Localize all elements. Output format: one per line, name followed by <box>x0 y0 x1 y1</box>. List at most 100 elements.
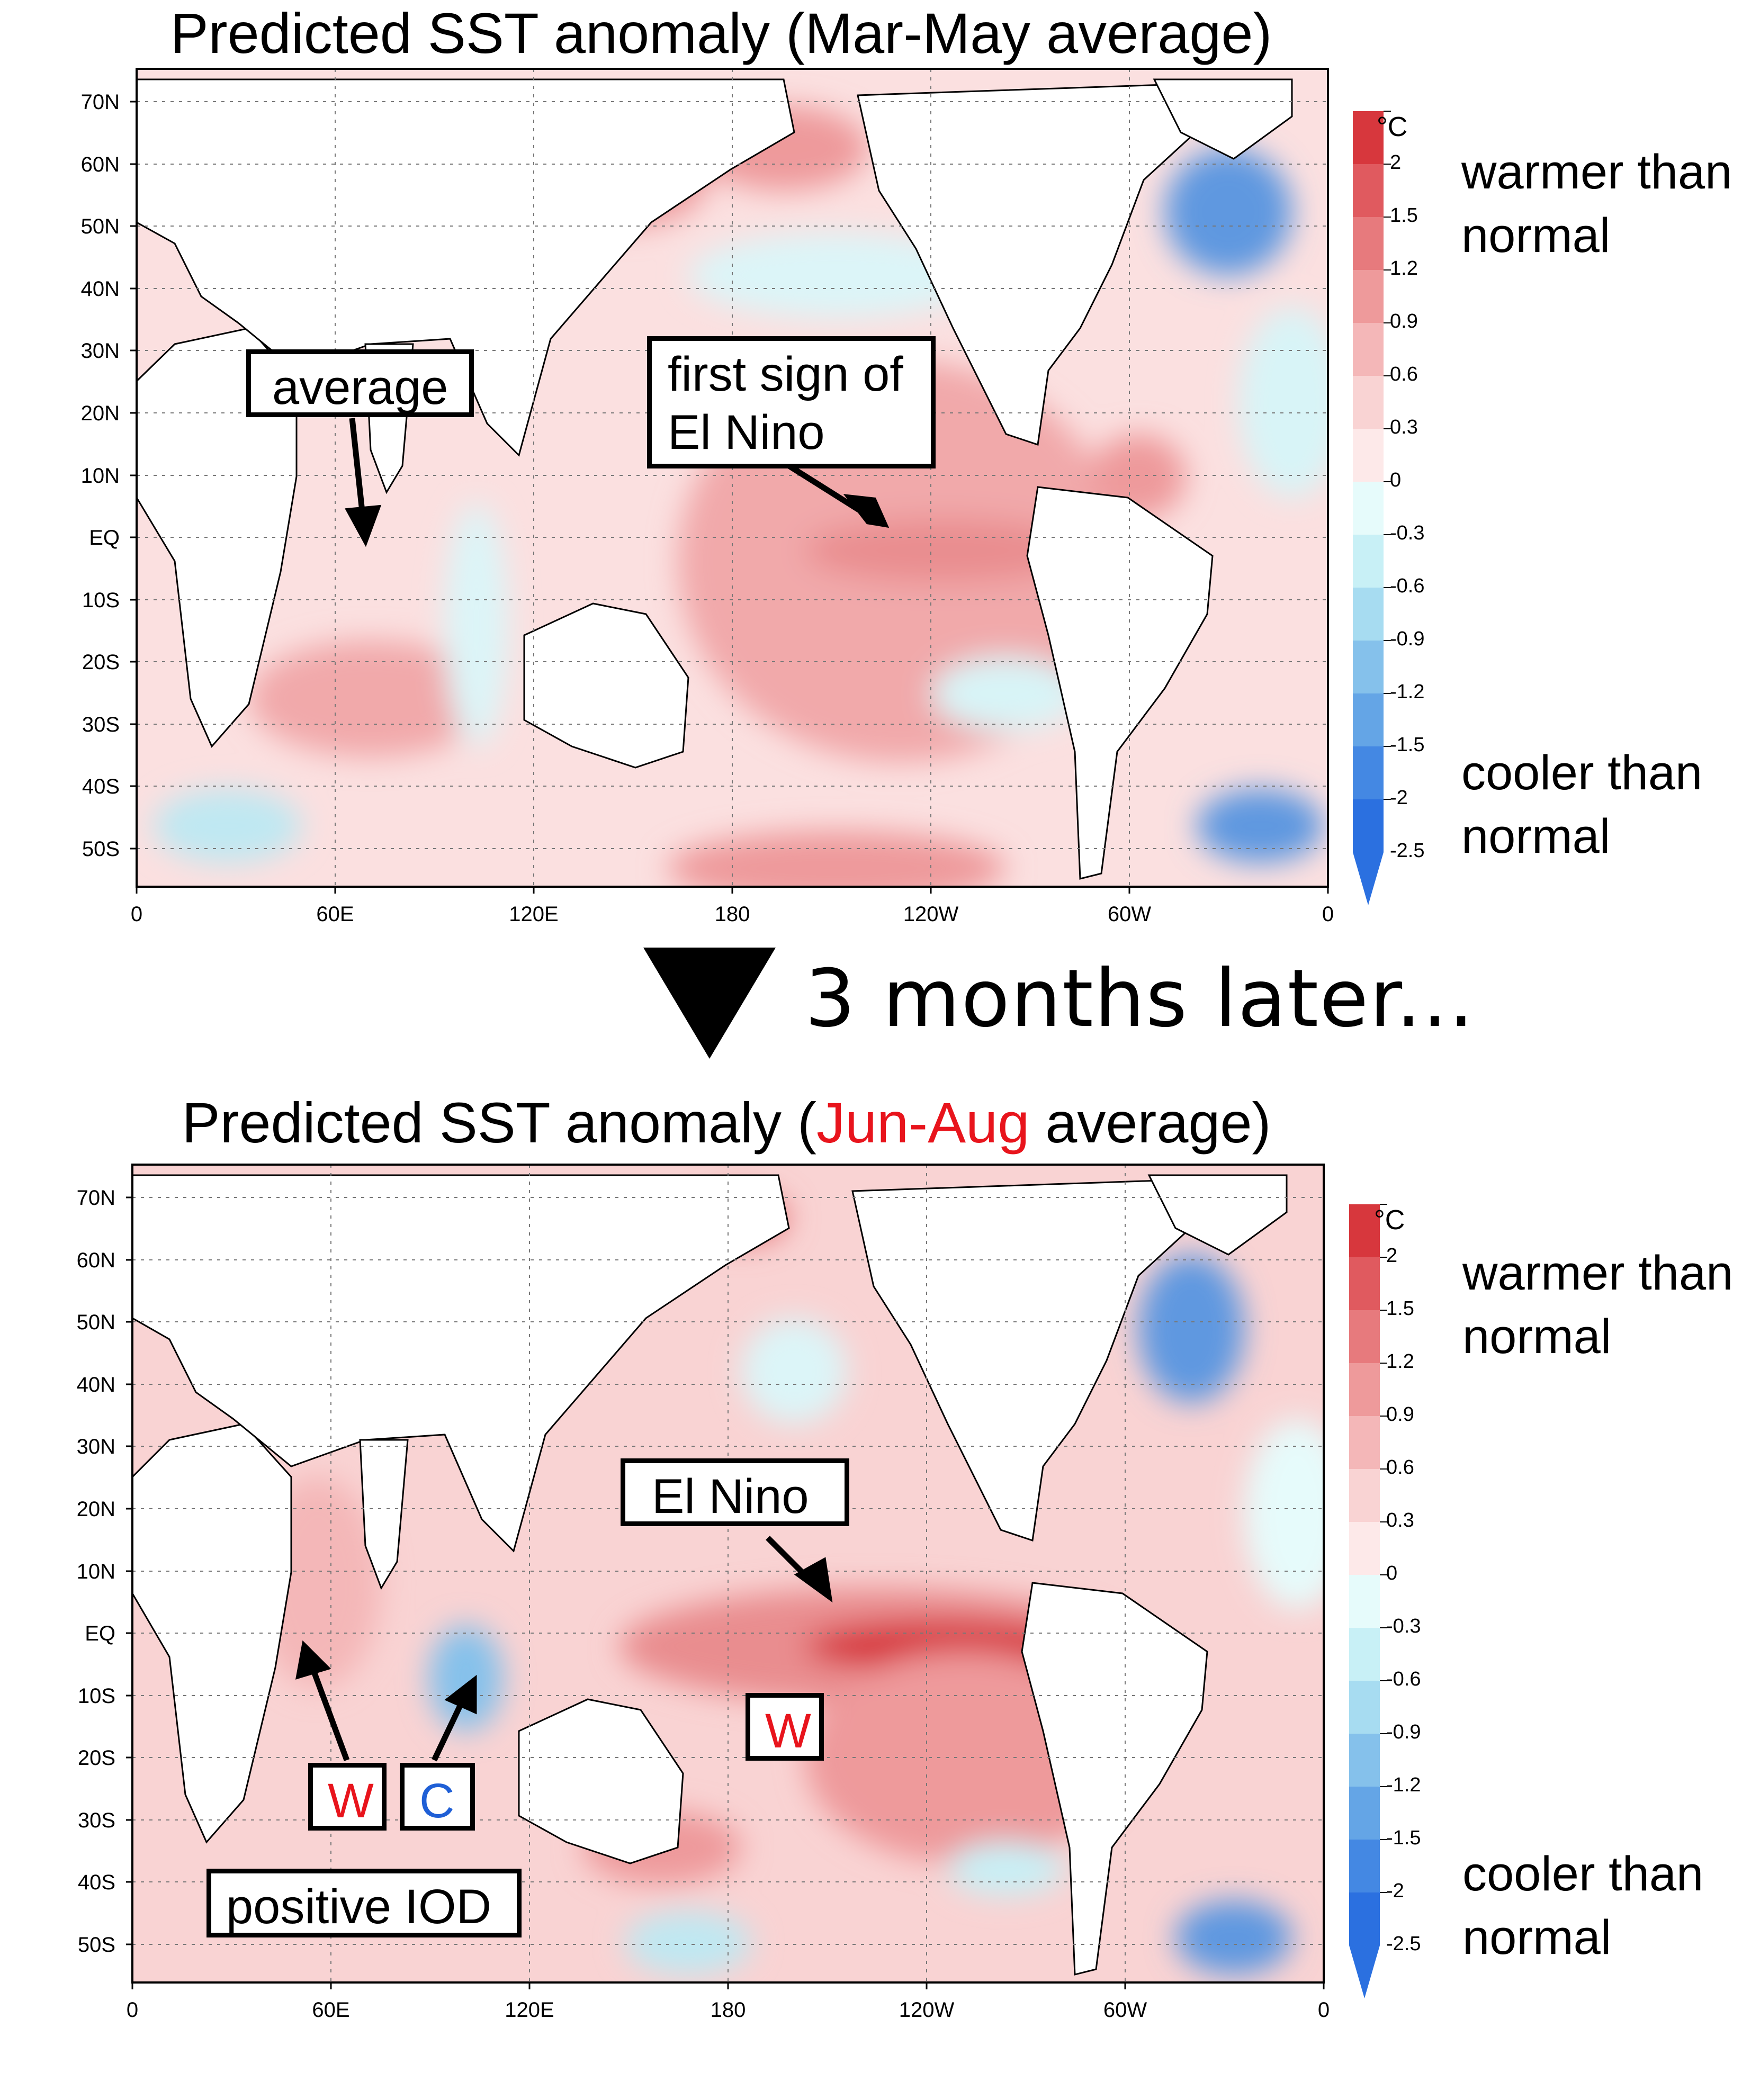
colorbar-swatch <box>1349 1787 1380 1840</box>
arrow-head <box>295 1640 331 1680</box>
lat-label: 40S <box>78 1871 115 1894</box>
panel-1-title-period: Mar-May <box>805 1 1031 65</box>
colorbar-swatch <box>1349 1257 1380 1310</box>
cool-label-1: cooler than normal <box>1461 741 1702 868</box>
lat-label: 50S <box>82 837 120 861</box>
colorbar-tick-label: -0.3 <box>1386 1615 1421 1637</box>
colorbar-tick-label: -2 <box>1386 1880 1404 1902</box>
lat-label: 70N <box>81 91 120 114</box>
cool-label-line1: cooler than <box>1461 746 1703 800</box>
lat-label: 30S <box>78 1809 115 1832</box>
colorbar-swatch <box>1349 1734 1380 1787</box>
colorbar-swatch <box>1353 164 1384 217</box>
colorbar-swatch <box>1349 1840 1380 1892</box>
lat-label: 30N <box>81 339 120 363</box>
colorbar-tick-label: -0.6 <box>1386 1668 1421 1690</box>
lon-label: 120W <box>899 1998 955 2022</box>
panel-2-title-prefix: Predicted SST anomaly ( <box>182 1090 816 1155</box>
label-first-sign-line1: first sign of <box>668 347 903 401</box>
colorbar-swatch <box>1353 429 1384 482</box>
label-el-nino: El Nino <box>621 1458 849 1526</box>
lat-label: 50N <box>77 1311 115 1334</box>
australia-shape <box>523 602 689 769</box>
lon-labels: 0 60E 120E 180 120W 60W 0 <box>127 1998 1330 2022</box>
lon-label: 120E <box>509 903 558 926</box>
warm-label-line1: warmer than <box>1462 1246 1734 1300</box>
colorbar-tick-label: -0.9 <box>1386 1721 1421 1743</box>
colorbar-tick-label: 1.5 <box>1390 204 1418 227</box>
colorbar-swatches <box>1353 111 1391 852</box>
colorbar-swatch <box>1353 482 1384 535</box>
annotation-arrows <box>295 1536 833 1762</box>
colorbar-tick-label: -0.9 <box>1390 628 1425 650</box>
lat-label: 10N <box>77 1560 115 1583</box>
continents <box>132 1174 1288 1976</box>
colorbar-swatches <box>1349 1204 1387 1945</box>
colorbar-swatch <box>1353 270 1384 323</box>
south-america-shape <box>1026 486 1214 880</box>
label-first-sign-line2: El Nino <box>668 405 825 459</box>
colorbar-swatch <box>1353 641 1384 693</box>
colorbar-swatch <box>1353 746 1384 799</box>
colorbar-tick-label: -2 <box>1390 787 1408 809</box>
arrow-head <box>444 1674 477 1715</box>
label-average: average <box>246 349 474 417</box>
colorbar-tick-label: -0.6 <box>1390 575 1425 597</box>
greenland-shape <box>1153 78 1293 160</box>
lon-label: 0 <box>131 903 142 926</box>
colorbar-tick-label: 0 <box>1386 1562 1398 1584</box>
arrow-head <box>794 1557 833 1603</box>
lon-label: 180 <box>715 903 750 926</box>
panel-2-title-period: Jun-Aug <box>816 1090 1030 1155</box>
colorbar-tick-label: -1.2 <box>1390 681 1425 703</box>
colorbar-swatch <box>1349 1416 1380 1469</box>
colorbar-swatch <box>1349 1204 1380 1257</box>
lat-label: 60N <box>81 153 120 176</box>
arrow-head <box>345 504 382 547</box>
label-c-indian-text: C <box>419 1774 455 1828</box>
colorbar-panel-1 <box>1353 111 1391 905</box>
warm-label-2: warmer than normal <box>1462 1241 1733 1368</box>
colorbar-tick-label: -2.5 <box>1386 1933 1421 1955</box>
label-c-indian: C <box>400 1763 475 1831</box>
colorbar-tick-label: 0.6 <box>1386 1456 1414 1479</box>
south-america-shape <box>1021 1582 1208 1976</box>
colorbar-swatch <box>1349 1892 1380 1945</box>
lon-label: 60E <box>316 903 354 926</box>
colorbar-swatch <box>1349 1363 1380 1416</box>
lat-label: 10S <box>82 589 120 612</box>
colorbar-tick-label: -1.5 <box>1386 1827 1421 1849</box>
colorbar-swatch <box>1353 535 1384 588</box>
colorbar-swatch <box>1353 693 1384 746</box>
colorbar-swatch <box>1349 1522 1380 1575</box>
lat-label: 20N <box>81 402 120 425</box>
lon-label: 60W <box>1103 1998 1147 2022</box>
lat-label: 40N <box>81 277 120 301</box>
lat-label: 20N <box>77 1498 115 1521</box>
colorbar-tick-label: 0.9 <box>1386 1403 1414 1426</box>
colorbar-bottom-cap <box>1349 1945 1380 1998</box>
greenland-shape <box>1147 1174 1288 1256</box>
lon-labels: 0 60E 120E 180 120W 60W 0 <box>131 903 1334 926</box>
lat-label: 10N <box>81 464 120 488</box>
lat-labels: 70N 60N 50N 40N 30N 20N 10N EQ 10S 20S 3… <box>77 1186 115 1957</box>
transition-text: 3 months later... <box>805 953 1475 1045</box>
lat-label: 40N <box>77 1373 115 1396</box>
warm-label-line1: warmer than <box>1461 145 1732 199</box>
lat-label: 60N <box>77 1249 115 1272</box>
colorbar-swatch <box>1353 217 1384 270</box>
colorbar-tick-label: 2 <box>1390 151 1402 174</box>
label-el-nino-text: El Nino <box>652 1470 809 1524</box>
panel-1-title-prefix: Predicted SST anomaly ( <box>170 1 805 65</box>
colorbar-tick-label: -0.3 <box>1390 522 1425 544</box>
colorbar-tick-label: 1.5 <box>1386 1297 1414 1320</box>
colorbar-tick-label: 0.9 <box>1390 310 1418 332</box>
colorbar-unit: °C <box>1377 112 1408 142</box>
label-positive-iod-text: positive IOD <box>226 1880 492 1934</box>
lat-label: EQ <box>89 526 120 549</box>
panel-2-title: Predicted SST anomaly (Jun-Aug average) <box>0 1089 1606 1156</box>
axis-ticks <box>130 101 1329 894</box>
cool-label-line1: cooler than <box>1462 1847 1704 1901</box>
lon-label: 180 <box>711 1998 746 2022</box>
colorbar-unit: °C <box>1374 1205 1405 1236</box>
